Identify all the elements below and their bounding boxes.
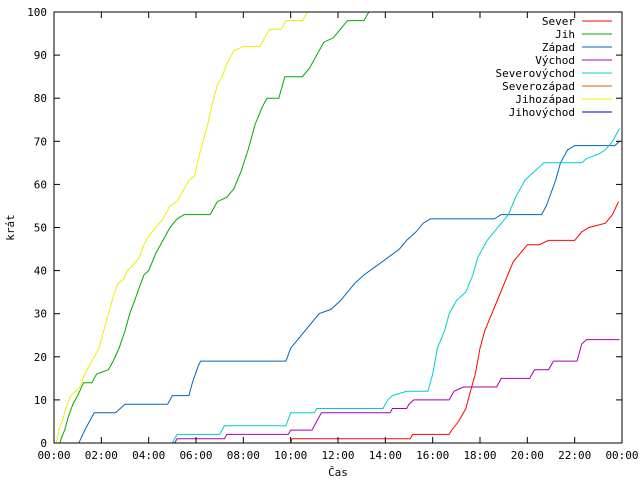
y-tick-label: 20 <box>34 351 47 364</box>
series-line-4 <box>174 339 620 444</box>
series-line-5 <box>171 128 621 444</box>
legend-label: Jihozápad <box>515 93 575 106</box>
x-tick-label: 12:00 <box>321 449 354 462</box>
x-tick-label: 16:00 <box>416 449 449 462</box>
legend-label: Jihovýchod <box>509 106 575 119</box>
legend-label: Východ <box>535 54 575 67</box>
x-tick-label: 06:00 <box>179 449 212 462</box>
x-tick-label: 02:00 <box>85 449 118 462</box>
x-tick-label: 22:00 <box>558 449 591 462</box>
y-tick-label: 30 <box>34 308 47 321</box>
x-tick-label: 18:00 <box>463 449 496 462</box>
x-axis: 00:00 02:00 04:00 06:00 08:00 10:00 12:00 14:00… <box>37 12 639 462</box>
x-axis-label: Čas <box>328 466 348 479</box>
y-tick-label: 70 <box>34 135 47 148</box>
y-tick-label: 0 <box>40 437 47 450</box>
legend-label: Sever <box>542 15 575 28</box>
legend-label: Západ <box>542 41 575 54</box>
y-tick-label: 40 <box>34 265 47 278</box>
x-tick-label: 00:00 <box>605 449 638 462</box>
y-tick-label: 60 <box>34 178 47 191</box>
legend: SeverJihZápadVýchodSeverovýchodSeverozáp… <box>496 15 612 119</box>
series-line-7 <box>55 11 308 444</box>
x-tick-label: 08:00 <box>227 449 260 462</box>
y-tick-label: 80 <box>34 92 47 105</box>
y-axis: 0 10 20 30 40 50 60 70 80 90 100 <box>27 6 622 450</box>
y-axis-label: krát <box>4 214 17 241</box>
y-tick-label: 50 <box>34 222 47 235</box>
series-line-1 <box>290 201 619 444</box>
legend-label: Jih <box>555 28 575 41</box>
y-tick-label: 100 <box>27 6 47 19</box>
series-line-2 <box>59 11 370 444</box>
y-tick-label: 90 <box>34 49 47 62</box>
legend-label: Severovýchod <box>496 67 575 80</box>
x-tick-label: 10:00 <box>274 449 307 462</box>
x-tick-label: 14:00 <box>369 449 402 462</box>
plot-lines <box>55 11 621 444</box>
series-line-3 <box>78 140 620 444</box>
x-tick-label: 04:00 <box>132 449 165 462</box>
legend-label: Severozápad <box>502 80 575 93</box>
y-tick-label: 10 <box>34 394 47 407</box>
x-tick-label: 00:00 <box>37 449 70 462</box>
x-tick-label: 20:00 <box>511 449 544 462</box>
